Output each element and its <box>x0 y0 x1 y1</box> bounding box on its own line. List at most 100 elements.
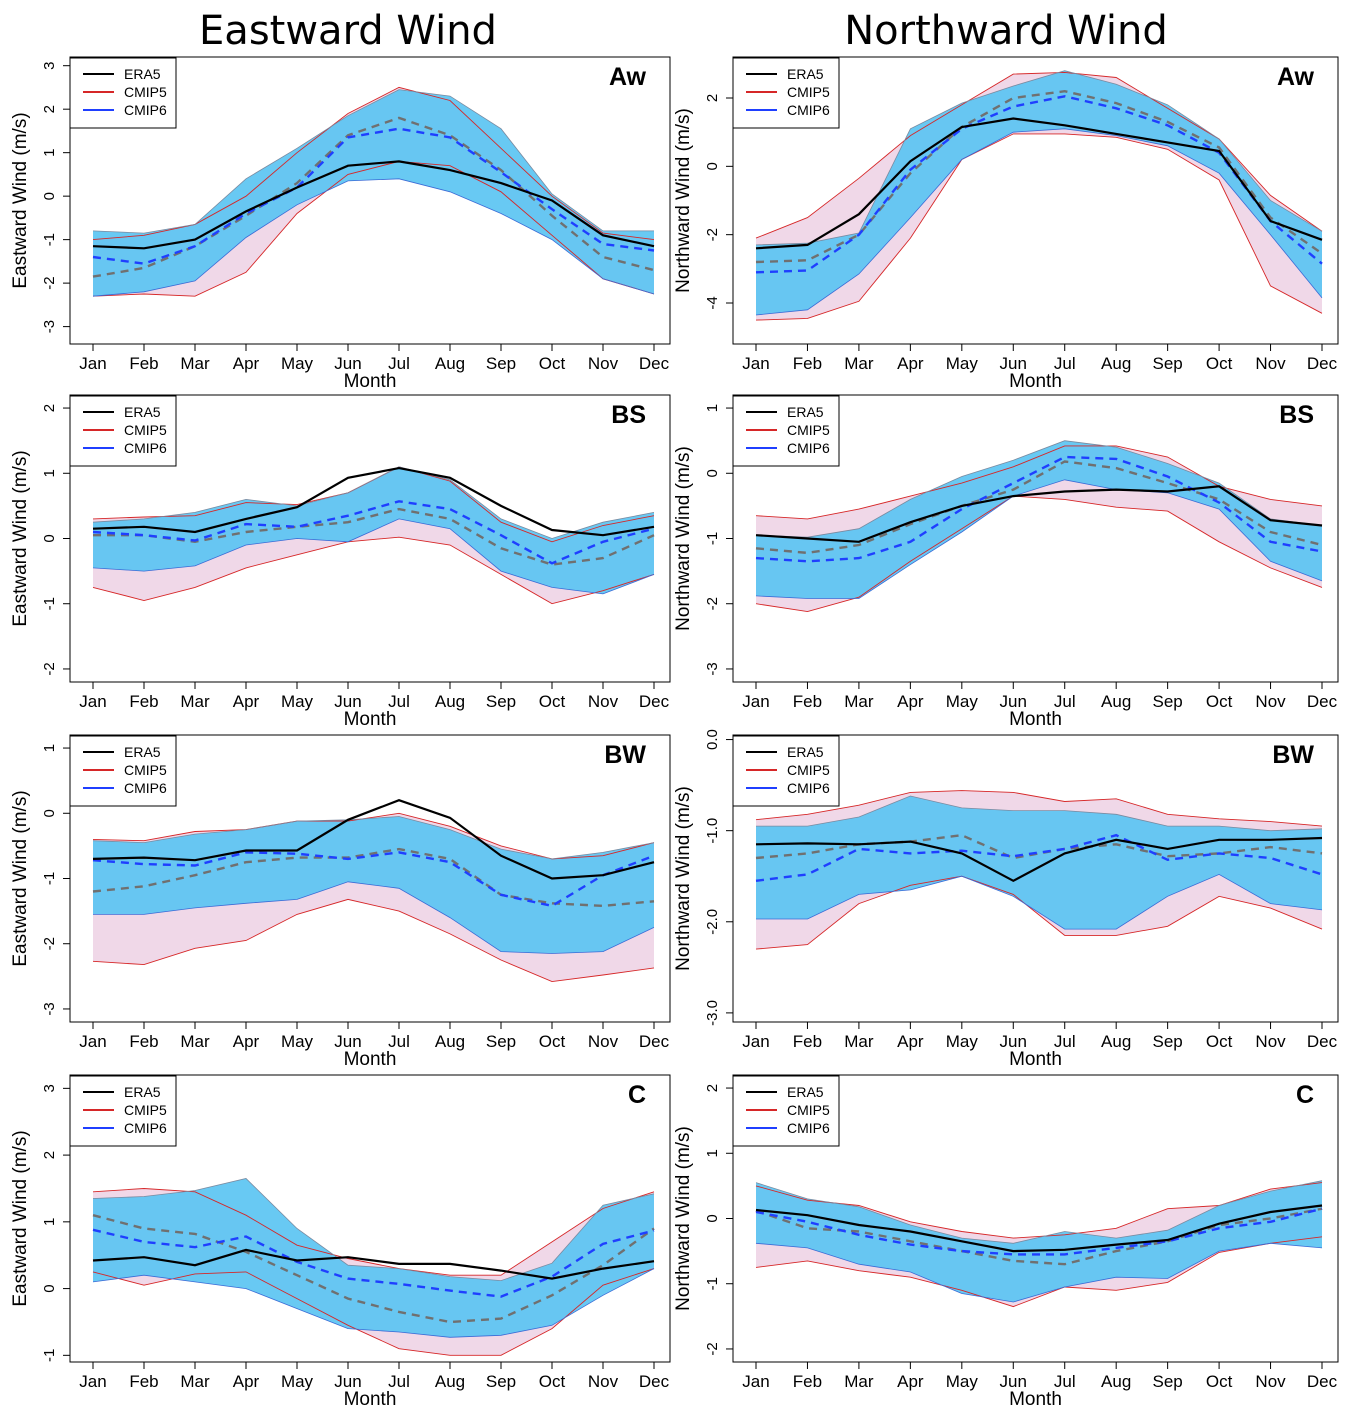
legend: ERA5 CMIP5 CMIP6 <box>732 57 840 129</box>
x-tick-label: Jul <box>1054 1372 1076 1391</box>
y-tick-label: -3 <box>704 662 721 675</box>
y-tick-label: 1 <box>41 1218 58 1226</box>
x-tick-label: Jul <box>388 1372 410 1391</box>
cmip6-upper-edge <box>92 816 655 860</box>
region-label: C <box>1296 1081 1314 1109</box>
y-tick-label: 0 <box>41 534 58 542</box>
x-tick-label: Dec <box>1307 692 1338 711</box>
y-tick-label: -2 <box>704 1342 721 1355</box>
era5-line <box>755 836 1323 883</box>
x-tick-label: Feb <box>793 354 822 373</box>
x-tick-label: Jan <box>79 692 106 711</box>
x-axis-label: Month <box>344 1389 397 1410</box>
y-tick-label: -2 <box>41 662 58 675</box>
x-tick-label: Jan <box>742 1032 769 1051</box>
y-tick-label: -3.0 <box>704 1000 721 1026</box>
cmip6-lower-edge <box>92 178 655 297</box>
cmip5-mean-line <box>755 833 1323 860</box>
x-tick-label: May <box>281 692 314 711</box>
legend: ERA5 CMIP5 CMIP6 <box>69 57 177 129</box>
x-tick-label: May <box>281 354 314 373</box>
cmip6-mean-line <box>92 500 655 565</box>
y-tick-label: 1 <box>41 744 58 752</box>
cmip6-upper-edge <box>92 89 654 234</box>
cmip6-lower-edge <box>755 1242 1323 1303</box>
plot-frame <box>732 56 1339 345</box>
legend-label: CMIP6 <box>124 1120 167 1136</box>
cmip6-upper-edge <box>756 795 1323 832</box>
cmip5-lower-edge <box>92 898 655 983</box>
title-eastward-wind: Eastward Wind <box>199 8 497 54</box>
x-axis-label: Month <box>1009 371 1062 392</box>
region-label: BS <box>1279 401 1314 429</box>
cmip6-mean-line <box>92 851 655 908</box>
x-tick-label: Dec <box>1307 1032 1338 1051</box>
x-tick-label: Feb <box>129 1032 158 1051</box>
y-tick-label: 2 <box>41 105 58 113</box>
title-northward-wind: Northward Wind <box>844 8 1168 54</box>
y-tick-label: 1 <box>704 1149 721 1157</box>
x-tick-label: Jul <box>388 692 410 711</box>
y-axis-label: Eastward Wind (m/s) <box>10 112 31 288</box>
x-tick-label: Sep <box>486 692 516 711</box>
x-tick-label: Feb <box>129 1372 158 1391</box>
x-tick-label: Apr <box>233 1372 260 1391</box>
cmip5-upper-edge <box>755 71 1323 239</box>
x-tick-label: May <box>281 1372 314 1391</box>
x-tick-label: Sep <box>486 1032 516 1051</box>
legend-label: CMIP6 <box>124 780 167 796</box>
x-tick-label: Sep <box>1153 1372 1183 1391</box>
x-tick-label: Mar <box>180 1372 210 1391</box>
y-tick-label: -1 <box>41 597 58 610</box>
x-tick-label: Oct <box>1206 1372 1233 1391</box>
x-axis-label: Month <box>344 1049 397 1070</box>
cmip6-mean-line <box>755 1207 1323 1256</box>
x-tick-label: Aug <box>1101 692 1131 711</box>
chart-panel-east-aw: Jan Feb Mar Apr May Jun Jul Aug Sep Oct Nov Dec Mont… <box>10 56 671 392</box>
y-tick-label: -1.0 <box>704 818 721 844</box>
legend-label: ERA5 <box>787 1084 824 1100</box>
cmip6-upper-edge <box>92 1178 655 1282</box>
y-tick-label: 2 <box>41 1151 58 1159</box>
y-tick-label: -3 <box>41 320 58 333</box>
region-label: BW <box>604 741 646 769</box>
x-tick-label: Apr <box>897 1032 924 1051</box>
cmip6-mean-line <box>92 127 655 265</box>
x-tick-label: Jul <box>1054 354 1076 373</box>
x-tick-label: Dec <box>639 1032 670 1051</box>
cmip5-mean-line <box>755 89 1323 264</box>
x-tick-label: Sep <box>486 1372 516 1391</box>
x-tick-label: Mar <box>180 354 210 373</box>
x-tick-label: Aug <box>1101 1372 1131 1391</box>
x-tick-label: Dec <box>1307 1372 1338 1391</box>
x-tick-label: Mar <box>844 692 874 711</box>
x-tick-label: Aug <box>435 692 465 711</box>
x-tick-label: Sep <box>1153 354 1183 373</box>
legend-label: CMIP5 <box>787 422 830 438</box>
legend-label: ERA5 <box>124 66 161 82</box>
x-tick-label: Jul <box>1054 1032 1076 1051</box>
region-label: Aw <box>1277 63 1315 91</box>
x-tick-label: May <box>946 692 979 711</box>
y-tick-label: -2 <box>704 228 721 241</box>
x-tick-label: May <box>281 1032 314 1051</box>
era5-line <box>92 466 655 537</box>
x-tick-label: Jan <box>79 1372 106 1391</box>
plot-frame <box>69 56 671 345</box>
x-axis-label: Month <box>1009 709 1062 730</box>
y-tick-label: 2 <box>704 94 721 102</box>
cmip5-lower-edge <box>755 133 1323 321</box>
y-tick-label: -1 <box>41 1349 58 1362</box>
x-tick-label: Jan <box>79 1032 106 1051</box>
legend-label: ERA5 <box>787 404 824 420</box>
x-tick-label: Aug <box>435 354 465 373</box>
legend-label: ERA5 <box>787 66 824 82</box>
x-tick-label: Apr <box>233 1032 260 1051</box>
cmip5-lower-edge <box>92 1268 655 1356</box>
cmip6-lower-edge <box>756 873 1323 930</box>
x-tick-label: Nov <box>1255 354 1286 373</box>
cmip5-upper-edge <box>755 790 1323 827</box>
x-tick-label: Jul <box>388 354 410 373</box>
y-tick-label: 1 <box>41 148 58 156</box>
cmip5-mean-line <box>92 1214 655 1324</box>
